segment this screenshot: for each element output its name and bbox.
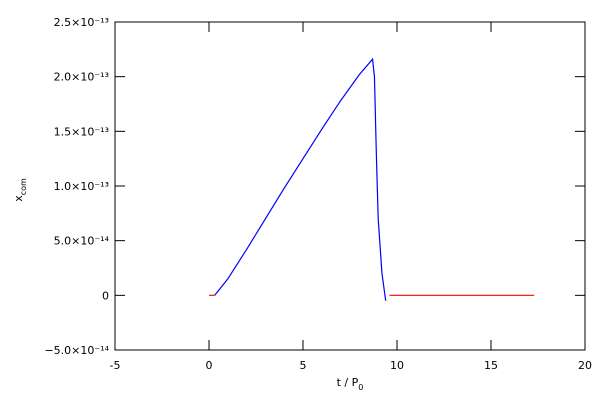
y-axis-label: xcom [12, 178, 28, 202]
y-tick-label: 1.5×10⁻¹³ [54, 125, 109, 138]
plot-frame [114, 21, 586, 351]
y-tick-label: 5.0×10⁻¹⁴ [54, 235, 110, 248]
x-tick-label: 20 [578, 359, 592, 372]
x-tick-label: 10 [390, 359, 404, 372]
y-tick-label: 0 [102, 289, 109, 302]
x-label-sub: 0 [358, 383, 363, 392]
y-tick-label: 2.5×10⁻¹³ [54, 16, 109, 29]
x-tick-label: 0 [206, 359, 213, 372]
y-label-main: x [12, 195, 25, 202]
series-line [214, 57, 387, 301]
y-tick-label: 1.0×10⁻¹³ [54, 180, 109, 193]
y-label-sub: com [19, 178, 28, 195]
x-label-main: t / P [337, 376, 359, 389]
x-tick-label: 5 [300, 359, 307, 372]
x-axis-label: t / P0 [337, 376, 364, 392]
y-tick-label: −5.0×10⁻¹⁴ [44, 344, 109, 357]
x-tick-label: 15 [484, 359, 498, 372]
y-tick-label: 2.0×10⁻¹³ [54, 71, 109, 84]
x-tick-label: -5 [110, 359, 121, 372]
